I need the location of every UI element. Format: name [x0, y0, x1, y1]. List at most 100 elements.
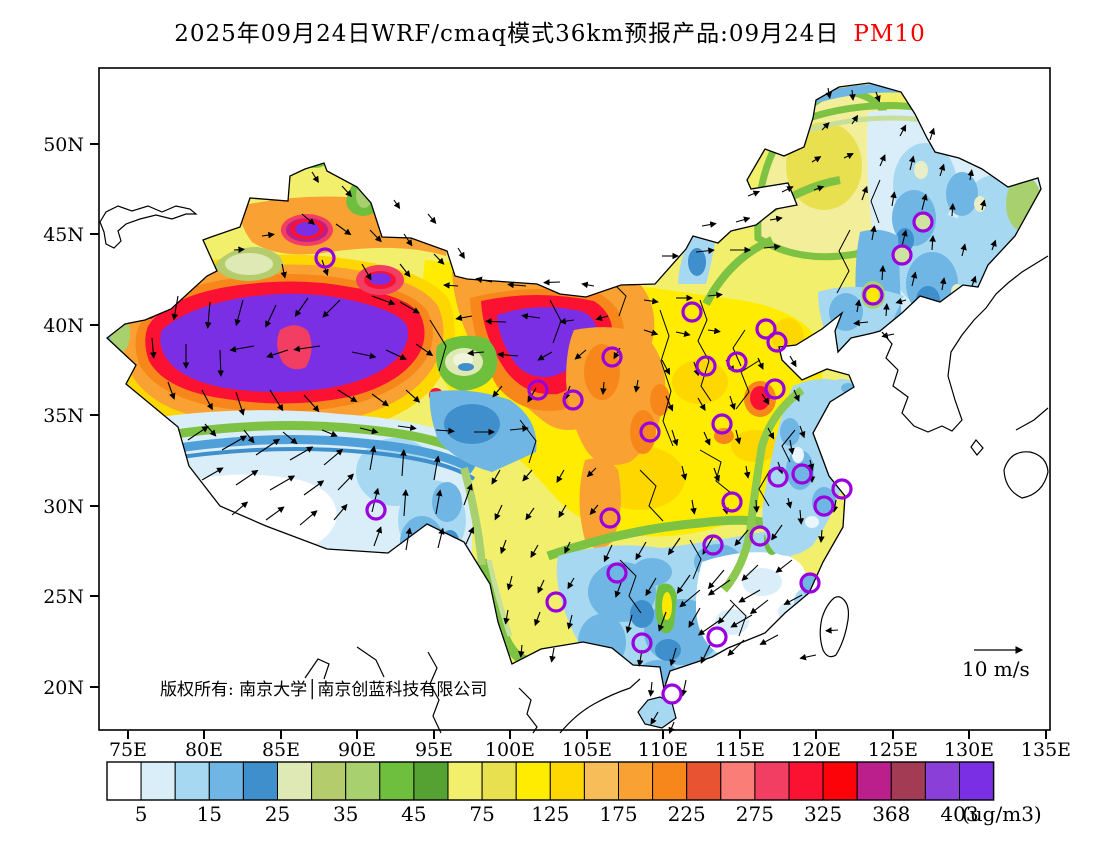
- wind-arrow: [990, 239, 997, 251]
- wind-arrow: [201, 389, 213, 411]
- wind-arrow: [825, 87, 833, 99]
- station-marker: [606, 562, 628, 584]
- wind-arrow: [525, 507, 535, 521]
- wind-arrow: [761, 393, 770, 405]
- wind-arrow: [323, 448, 344, 466]
- wind-arrow: [589, 504, 599, 515]
- lon-tick-label: 120E: [791, 739, 841, 761]
- wind-arrow: [402, 489, 409, 517]
- wind-arrow: [581, 281, 595, 289]
- wind-arrow: [231, 501, 249, 516]
- station-marker: [799, 572, 821, 594]
- wind-arrow: [679, 589, 701, 608]
- wind-arrow: [879, 154, 886, 167]
- wind-arrow: [351, 351, 377, 360]
- station-marker: [601, 346, 623, 368]
- lat-tick-label: 35N: [43, 405, 84, 427]
- wind-arrow: [727, 639, 745, 656]
- station-marker: [749, 525, 771, 547]
- wind-arrow: [465, 526, 475, 545]
- wind-arrow: [759, 634, 779, 645]
- wind-arrow: [799, 425, 806, 439]
- colorbar-cell: [447, 761, 483, 801]
- lat-tick-label: 45N: [43, 224, 84, 246]
- wind-arrow: [854, 299, 862, 313]
- station-marker: [766, 331, 788, 353]
- station-marker: [639, 421, 661, 443]
- colorbar-cell: [652, 761, 688, 801]
- wind-arrow: [217, 349, 225, 377]
- wind-arrow: [690, 499, 697, 515]
- wind-arrow: [234, 299, 244, 327]
- wind-arrow: [851, 114, 859, 125]
- wind-arrow: [938, 163, 946, 177]
- wind-arrow: [506, 575, 514, 591]
- colorbar-label: 225: [668, 802, 706, 826]
- station-marker: [365, 499, 387, 521]
- station-marker: [562, 389, 584, 411]
- wind-arrow: [661, 359, 670, 376]
- wind-arrow: [549, 647, 556, 663]
- lat-tick-label: 20N: [43, 677, 84, 699]
- wind-arrow: [625, 614, 633, 634]
- wind-arrow: [235, 469, 259, 486]
- wind-arrow: [321, 429, 338, 437]
- wind-vector-layer: [149, 87, 997, 735]
- colorbar-label: 5: [135, 802, 148, 826]
- wind-arrow: [371, 393, 389, 407]
- wind-arrow: [503, 609, 510, 625]
- wind-arrow: [781, 186, 794, 193]
- wind-arrow: [235, 391, 245, 416]
- wind-arrow: [427, 213, 437, 224]
- wind-arrow: [753, 499, 760, 513]
- wind-arrow: [960, 243, 967, 257]
- wind-arrow: [373, 526, 383, 547]
- wind-arrow: [497, 351, 519, 359]
- wind-arrow: [333, 503, 348, 521]
- colorbar-border: [106, 761, 995, 801]
- wind-arrow: [729, 395, 736, 411]
- wind-arrow: [643, 329, 659, 336]
- colorbar-cell: [277, 761, 313, 801]
- wind-arrow: [371, 295, 396, 306]
- wind-arrow: [831, 499, 839, 513]
- colorbar-cell: [140, 761, 176, 801]
- wind-arrow: [757, 357, 764, 370]
- station-marker: [527, 379, 549, 401]
- wind-arrow: [743, 465, 751, 479]
- wind-arrow: [337, 389, 358, 403]
- colorbar-label: 15: [197, 802, 222, 826]
- wind-arrow: [518, 644, 525, 658]
- station-marker: [711, 413, 733, 435]
- station-marker: [831, 478, 853, 500]
- coastlines: [99, 205, 1049, 734]
- wind-arrow: [650, 711, 659, 725]
- station-marker-layer: [314, 211, 934, 705]
- colorbar-cell: [413, 761, 449, 801]
- map-frame: [98, 67, 1051, 731]
- wind-arrow: [467, 349, 485, 357]
- wind-arrow: [700, 644, 711, 664]
- wind-arrow: [500, 539, 507, 555]
- wind-arrow: [361, 263, 372, 281]
- wind-arrow: [908, 155, 916, 171]
- lon-tick-label: 115E: [715, 739, 765, 761]
- wind-arrow: [322, 299, 341, 318]
- wind-arrow: [688, 607, 701, 628]
- copyright-text: 版权所有: 南京大学│南京创蓝科技有限公司: [160, 679, 487, 700]
- wind-arrow: [509, 425, 529, 432]
- station-marker: [631, 632, 653, 654]
- wind-arrow: [600, 381, 607, 395]
- wind-arrow: [299, 510, 318, 526]
- wind-arrow: [311, 171, 319, 184]
- colorbar-label: 403: [940, 802, 978, 826]
- colorbar-cell: [856, 761, 892, 801]
- wind-arrow: [558, 504, 567, 518]
- wind-arrow: [861, 185, 868, 201]
- lon-tick-label: 110E: [638, 739, 688, 761]
- japan-honshu-outline: [1015, 407, 1049, 431]
- pm10-contour-field: [107, 83, 1041, 689]
- wind-arrow: [167, 381, 176, 400]
- wind-arrow: [901, 229, 908, 247]
- wind-arrow: [785, 497, 793, 509]
